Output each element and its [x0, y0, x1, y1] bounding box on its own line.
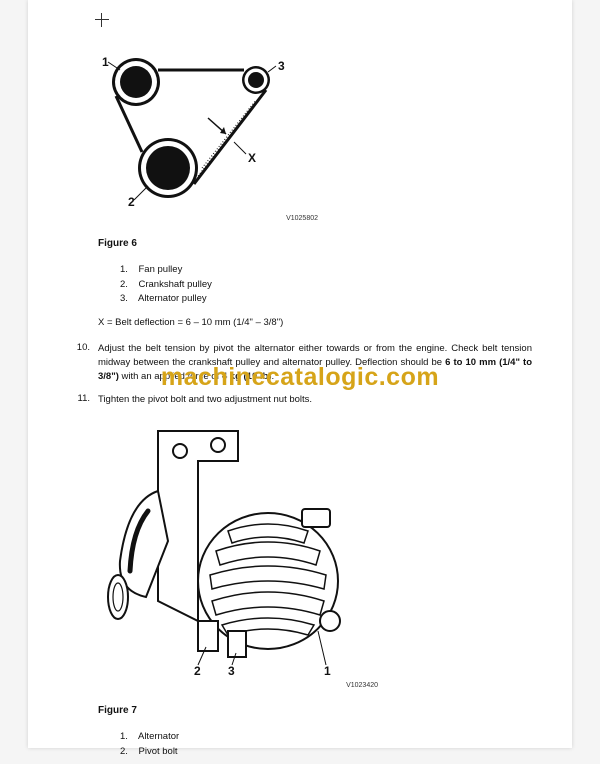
- legend-item: 1. Fan pulley: [120, 263, 532, 278]
- legend-label: Crankshaft pulley: [139, 279, 212, 290]
- svg-text:3: 3: [278, 59, 285, 73]
- figure-6-diagram: 1 2 3 X V1025802: [98, 50, 318, 222]
- step-text-post: .: [271, 371, 274, 382]
- step-text: Adjust the belt tension by pivot the alt…: [98, 342, 532, 383]
- step-10: 10. Adjust the belt tension by pivot the…: [62, 342, 532, 383]
- legend-label: Pivot bolt: [139, 746, 178, 757]
- step-number: 11.: [62, 393, 98, 407]
- figure-6-caption: Figure 6: [98, 238, 532, 249]
- svg-text:2: 2: [128, 195, 135, 209]
- step-number: 10.: [62, 342, 98, 383]
- legend-num: 2.: [120, 279, 128, 290]
- deflection-note: X = Belt deflection = 6 – 10 mm (1/4" – …: [98, 317, 532, 328]
- svg-text:2: 2: [194, 664, 201, 677]
- figure-6-legend: 1. Fan pulley 2. Crankshaft pulley 3. Al…: [120, 263, 532, 307]
- legend-label: Fan pulley: [139, 264, 183, 275]
- step-text-pre: Tighten the pivot bolt and two adjustmen…: [98, 394, 312, 405]
- legend-item: 3. Alternator pulley: [120, 292, 532, 307]
- svg-text:1: 1: [102, 55, 109, 69]
- figure-6-code: V1025802: [98, 215, 318, 222]
- legend-num: 3.: [120, 293, 128, 304]
- step-bold: 4 kg (10 lb): [222, 371, 272, 382]
- crosshair-icon: [94, 12, 110, 28]
- step-11: 11. Tighten the pivot bolt and two adjus…: [62, 393, 532, 407]
- legend-item: 2. Pivot bolt: [120, 745, 532, 760]
- legend-label: Alternator pulley: [138, 293, 207, 304]
- svg-text:X: X: [248, 151, 256, 165]
- legend-label: Alternator: [138, 731, 179, 742]
- document-page: 1 2 3 X V1025802 Figure 6 1. Fan pulley …: [28, 0, 572, 748]
- step-text-mid: with an applied force of: [119, 371, 222, 382]
- alternator-svg: 2 3 1: [98, 421, 378, 677]
- figure-7-code: V1023420: [98, 682, 378, 689]
- legend-item: 1. Alternator: [120, 730, 532, 745]
- legend-item: 2. Crankshaft pulley: [120, 278, 532, 293]
- legend-num: 2.: [120, 746, 128, 757]
- step-text: Tighten the pivot bolt and two adjustmen…: [98, 393, 532, 407]
- figure-7-caption: Figure 7: [98, 705, 532, 716]
- svg-text:3: 3: [228, 664, 235, 677]
- legend-num: 1.: [120, 731, 128, 742]
- belt-diagram-svg: 1 2 3 X: [98, 50, 318, 210]
- figure-7-legend: 1. Alternator 2. Pivot bolt: [120, 730, 532, 759]
- svg-text:1: 1: [324, 664, 331, 677]
- figure-7-diagram: 2 3 1 V1023420: [98, 421, 532, 689]
- legend-num: 1.: [120, 264, 128, 275]
